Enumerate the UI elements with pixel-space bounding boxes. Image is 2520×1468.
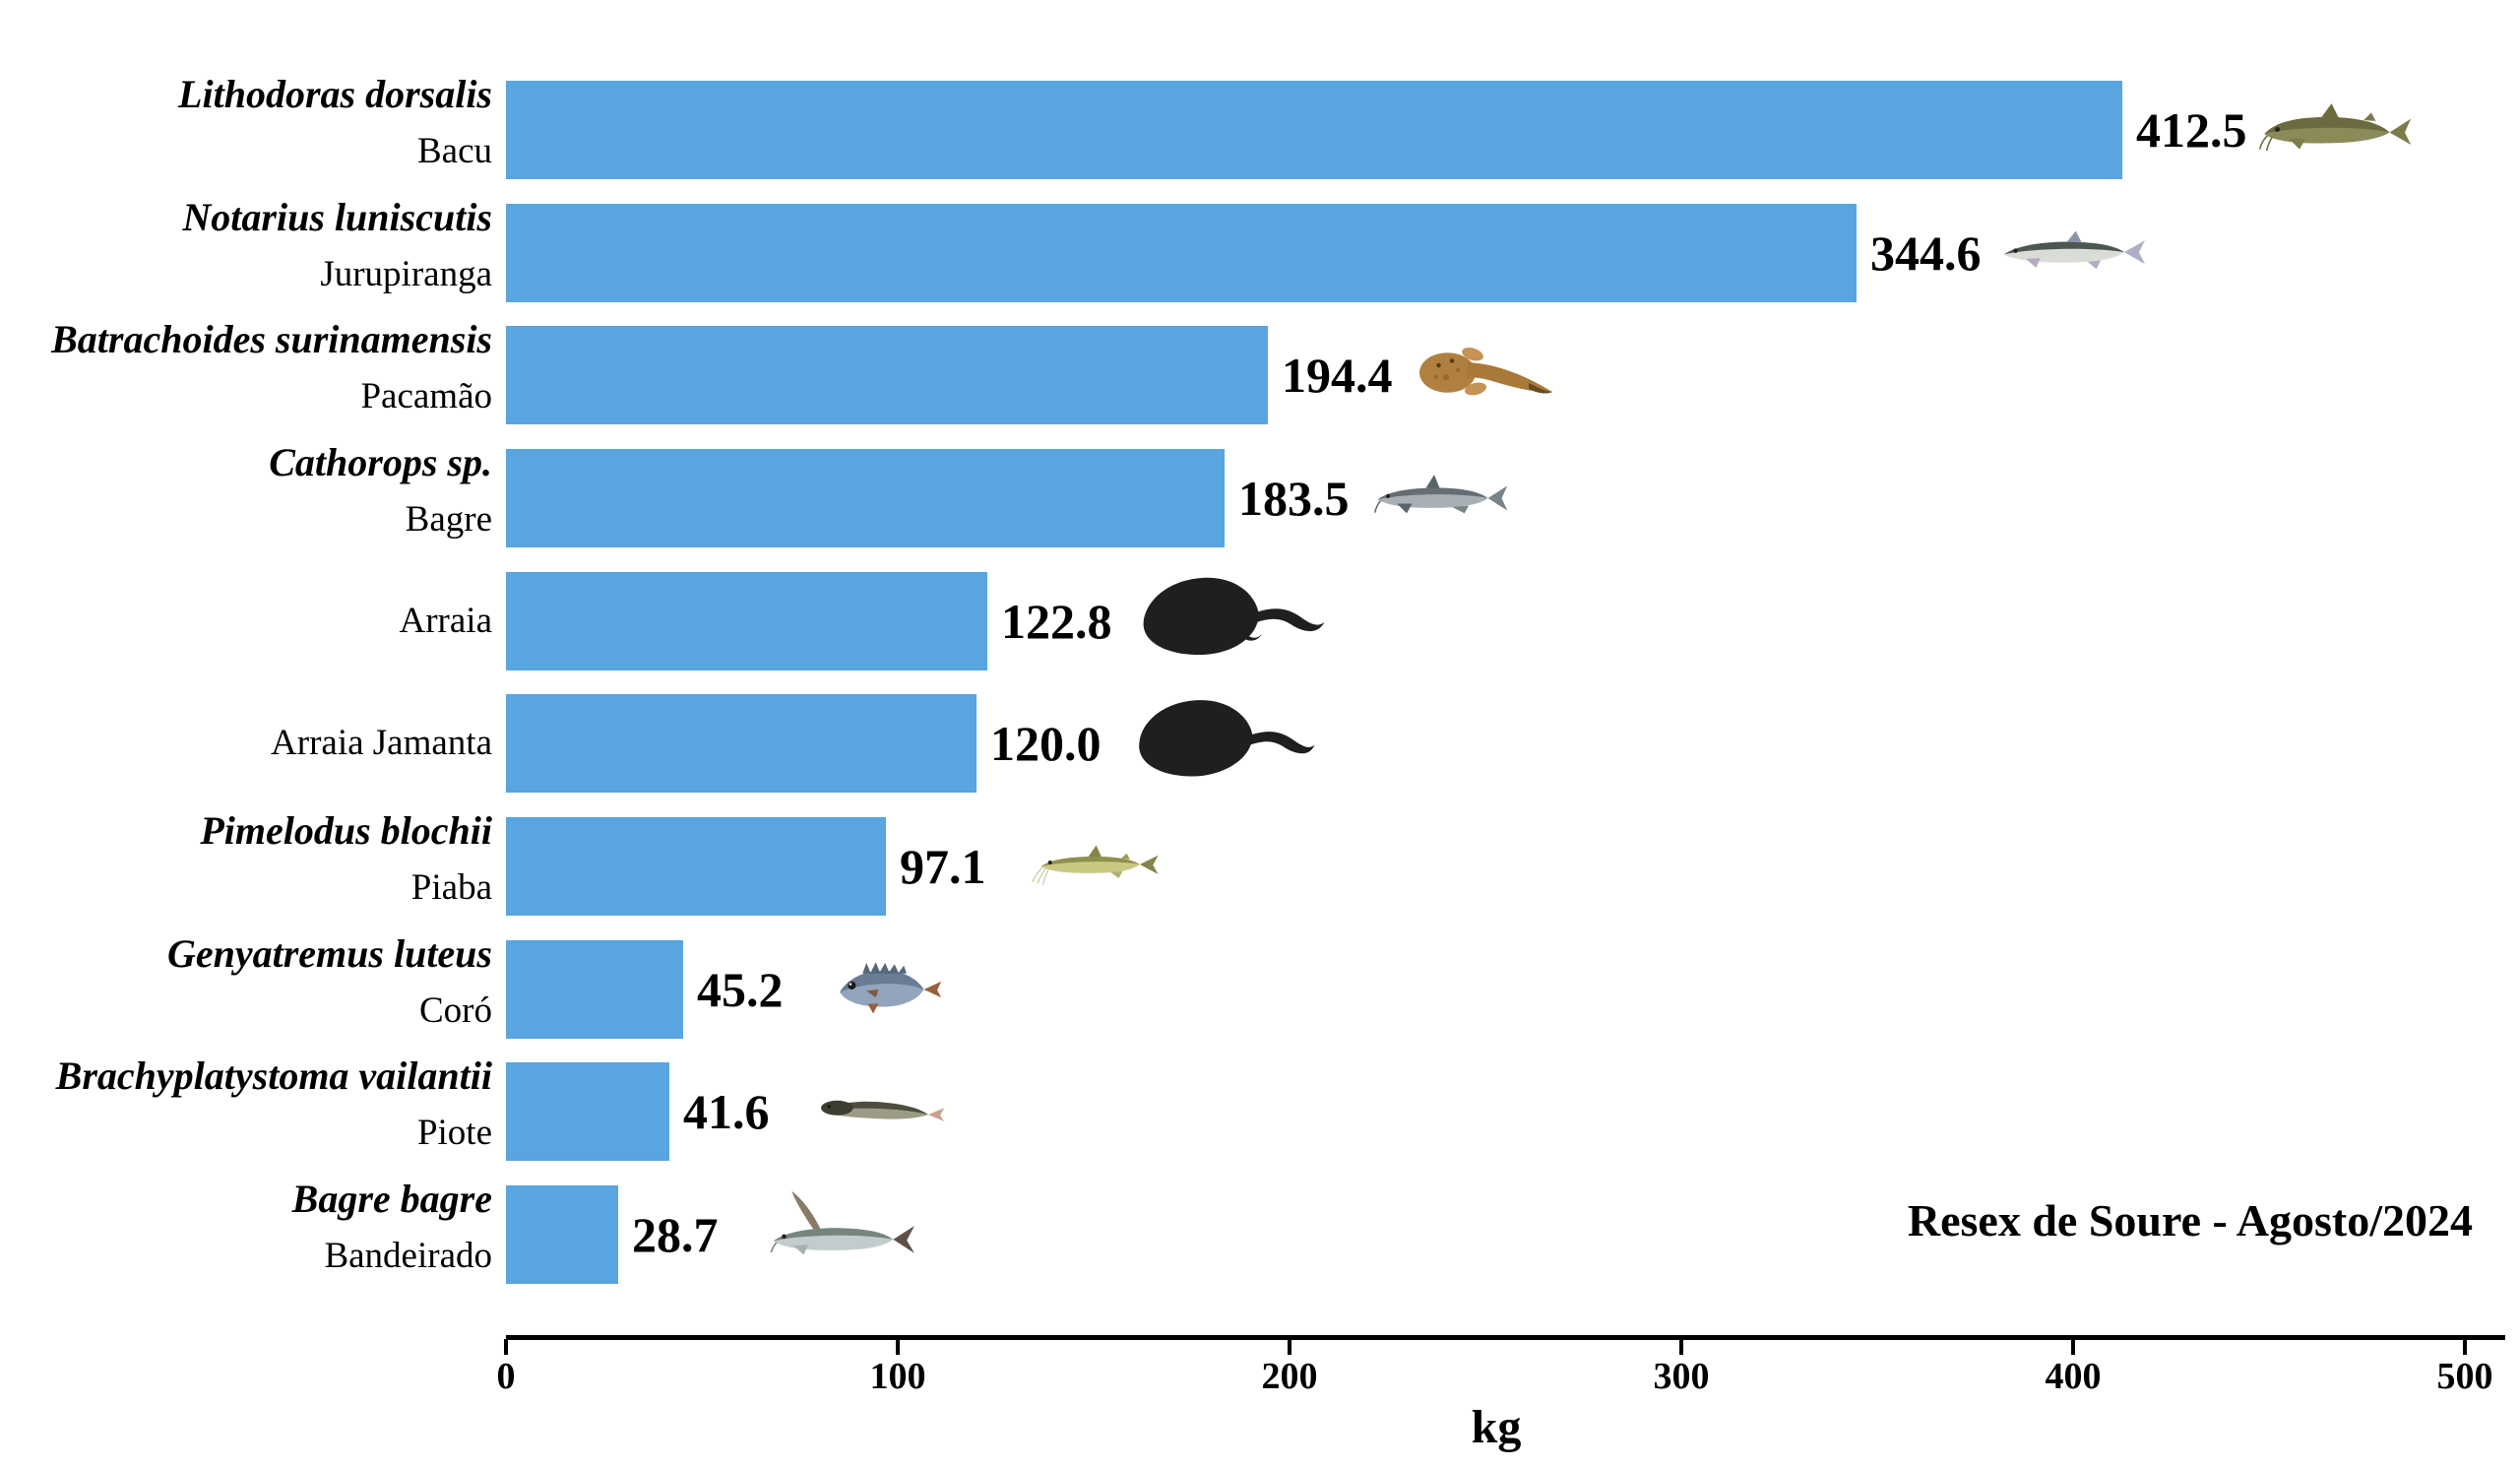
bar <box>506 81 2122 179</box>
common-name-label: Piaba <box>410 867 492 908</box>
value-label: 41.6 <box>683 1084 770 1139</box>
value-label: 120.0 <box>990 716 1102 771</box>
x-axis-tick <box>2071 1339 2075 1355</box>
x-axis-tick <box>504 1339 508 1355</box>
annotation: Resex de Soure - Agosto/2024 <box>1907 1195 2473 1245</box>
x-axis-tick-label: 200 <box>1261 1356 1318 1397</box>
common-name-label: Arraia Jamanta <box>271 723 492 763</box>
x-axis-tick <box>1679 1339 1683 1355</box>
value-label: 28.7 <box>632 1207 719 1262</box>
species-label: Genyatremus luteus <box>166 931 492 976</box>
bar <box>506 1062 669 1161</box>
arraia-stingray-image <box>1130 567 1329 673</box>
value-label: 194.4 <box>1282 348 1393 403</box>
species-label: Lithodoras dorsalis <box>178 72 492 116</box>
x-axis-title: kg <box>1471 1401 1522 1453</box>
piaba-fish-image <box>1032 835 1164 898</box>
x-axis-tick-label: 300 <box>1653 1356 1710 1397</box>
value-label: 97.1 <box>900 839 986 894</box>
x-axis-tick-label: 500 <box>2436 1356 2493 1397</box>
jurupiranga-fish-image <box>1994 226 2156 282</box>
x-axis-line <box>506 1335 2505 1340</box>
arraia-jamanta-stingray-image <box>1126 689 1319 794</box>
x-axis-tick-label: 400 <box>2045 1356 2102 1397</box>
bar <box>506 694 976 793</box>
bar <box>506 940 683 1039</box>
bagre-fish-image <box>1372 467 1510 532</box>
value-label: 344.6 <box>1870 225 1982 281</box>
bar <box>506 449 1225 547</box>
common-name-label: Jurupiranga <box>320 254 492 294</box>
common-name-label: Bagre <box>405 499 492 540</box>
species-label: Bagre bagre <box>291 1177 492 1221</box>
bar <box>506 572 987 670</box>
species-label: Brachyplatystoma vailantii <box>55 1053 492 1098</box>
x-axis-tick-label: 0 <box>496 1356 516 1397</box>
value-label: 183.5 <box>1238 471 1350 526</box>
x-axis-tick <box>1288 1339 1292 1355</box>
value-label: 122.8 <box>1001 594 1112 649</box>
x-axis-tick <box>896 1339 900 1355</box>
common-name-label: Arraia <box>399 601 493 641</box>
bar <box>506 326 1268 424</box>
common-name-label: Bacu <box>416 131 492 171</box>
coro-fish-image <box>832 949 952 1032</box>
common-name-label: Bandeirado <box>324 1236 492 1276</box>
bar <box>506 817 886 916</box>
species-label: Pimelodus blochii <box>200 808 492 853</box>
value-label: 412.5 <box>2136 102 2247 158</box>
x-axis-tick <box>2463 1339 2467 1355</box>
bar <box>506 204 1857 302</box>
value-label: 45.2 <box>697 962 784 1017</box>
bandeirado-fish-image <box>766 1181 917 1274</box>
common-name-label: Pacamão <box>360 376 492 416</box>
bar <box>506 1185 618 1284</box>
species-label: Cathorops sp. <box>269 440 492 484</box>
common-name-label: Piote <box>416 1113 492 1153</box>
bacu-fish-image <box>2254 100 2420 161</box>
pacamao-fish-image <box>1414 339 1561 410</box>
common-name-label: Coró <box>419 990 492 1031</box>
x-axis-tick-label: 100 <box>869 1356 926 1397</box>
piote-fish-image <box>817 1083 951 1138</box>
species-label: Notarius luniscutis <box>182 195 492 239</box>
species-label: Batrachoides surinamensis <box>51 317 492 361</box>
